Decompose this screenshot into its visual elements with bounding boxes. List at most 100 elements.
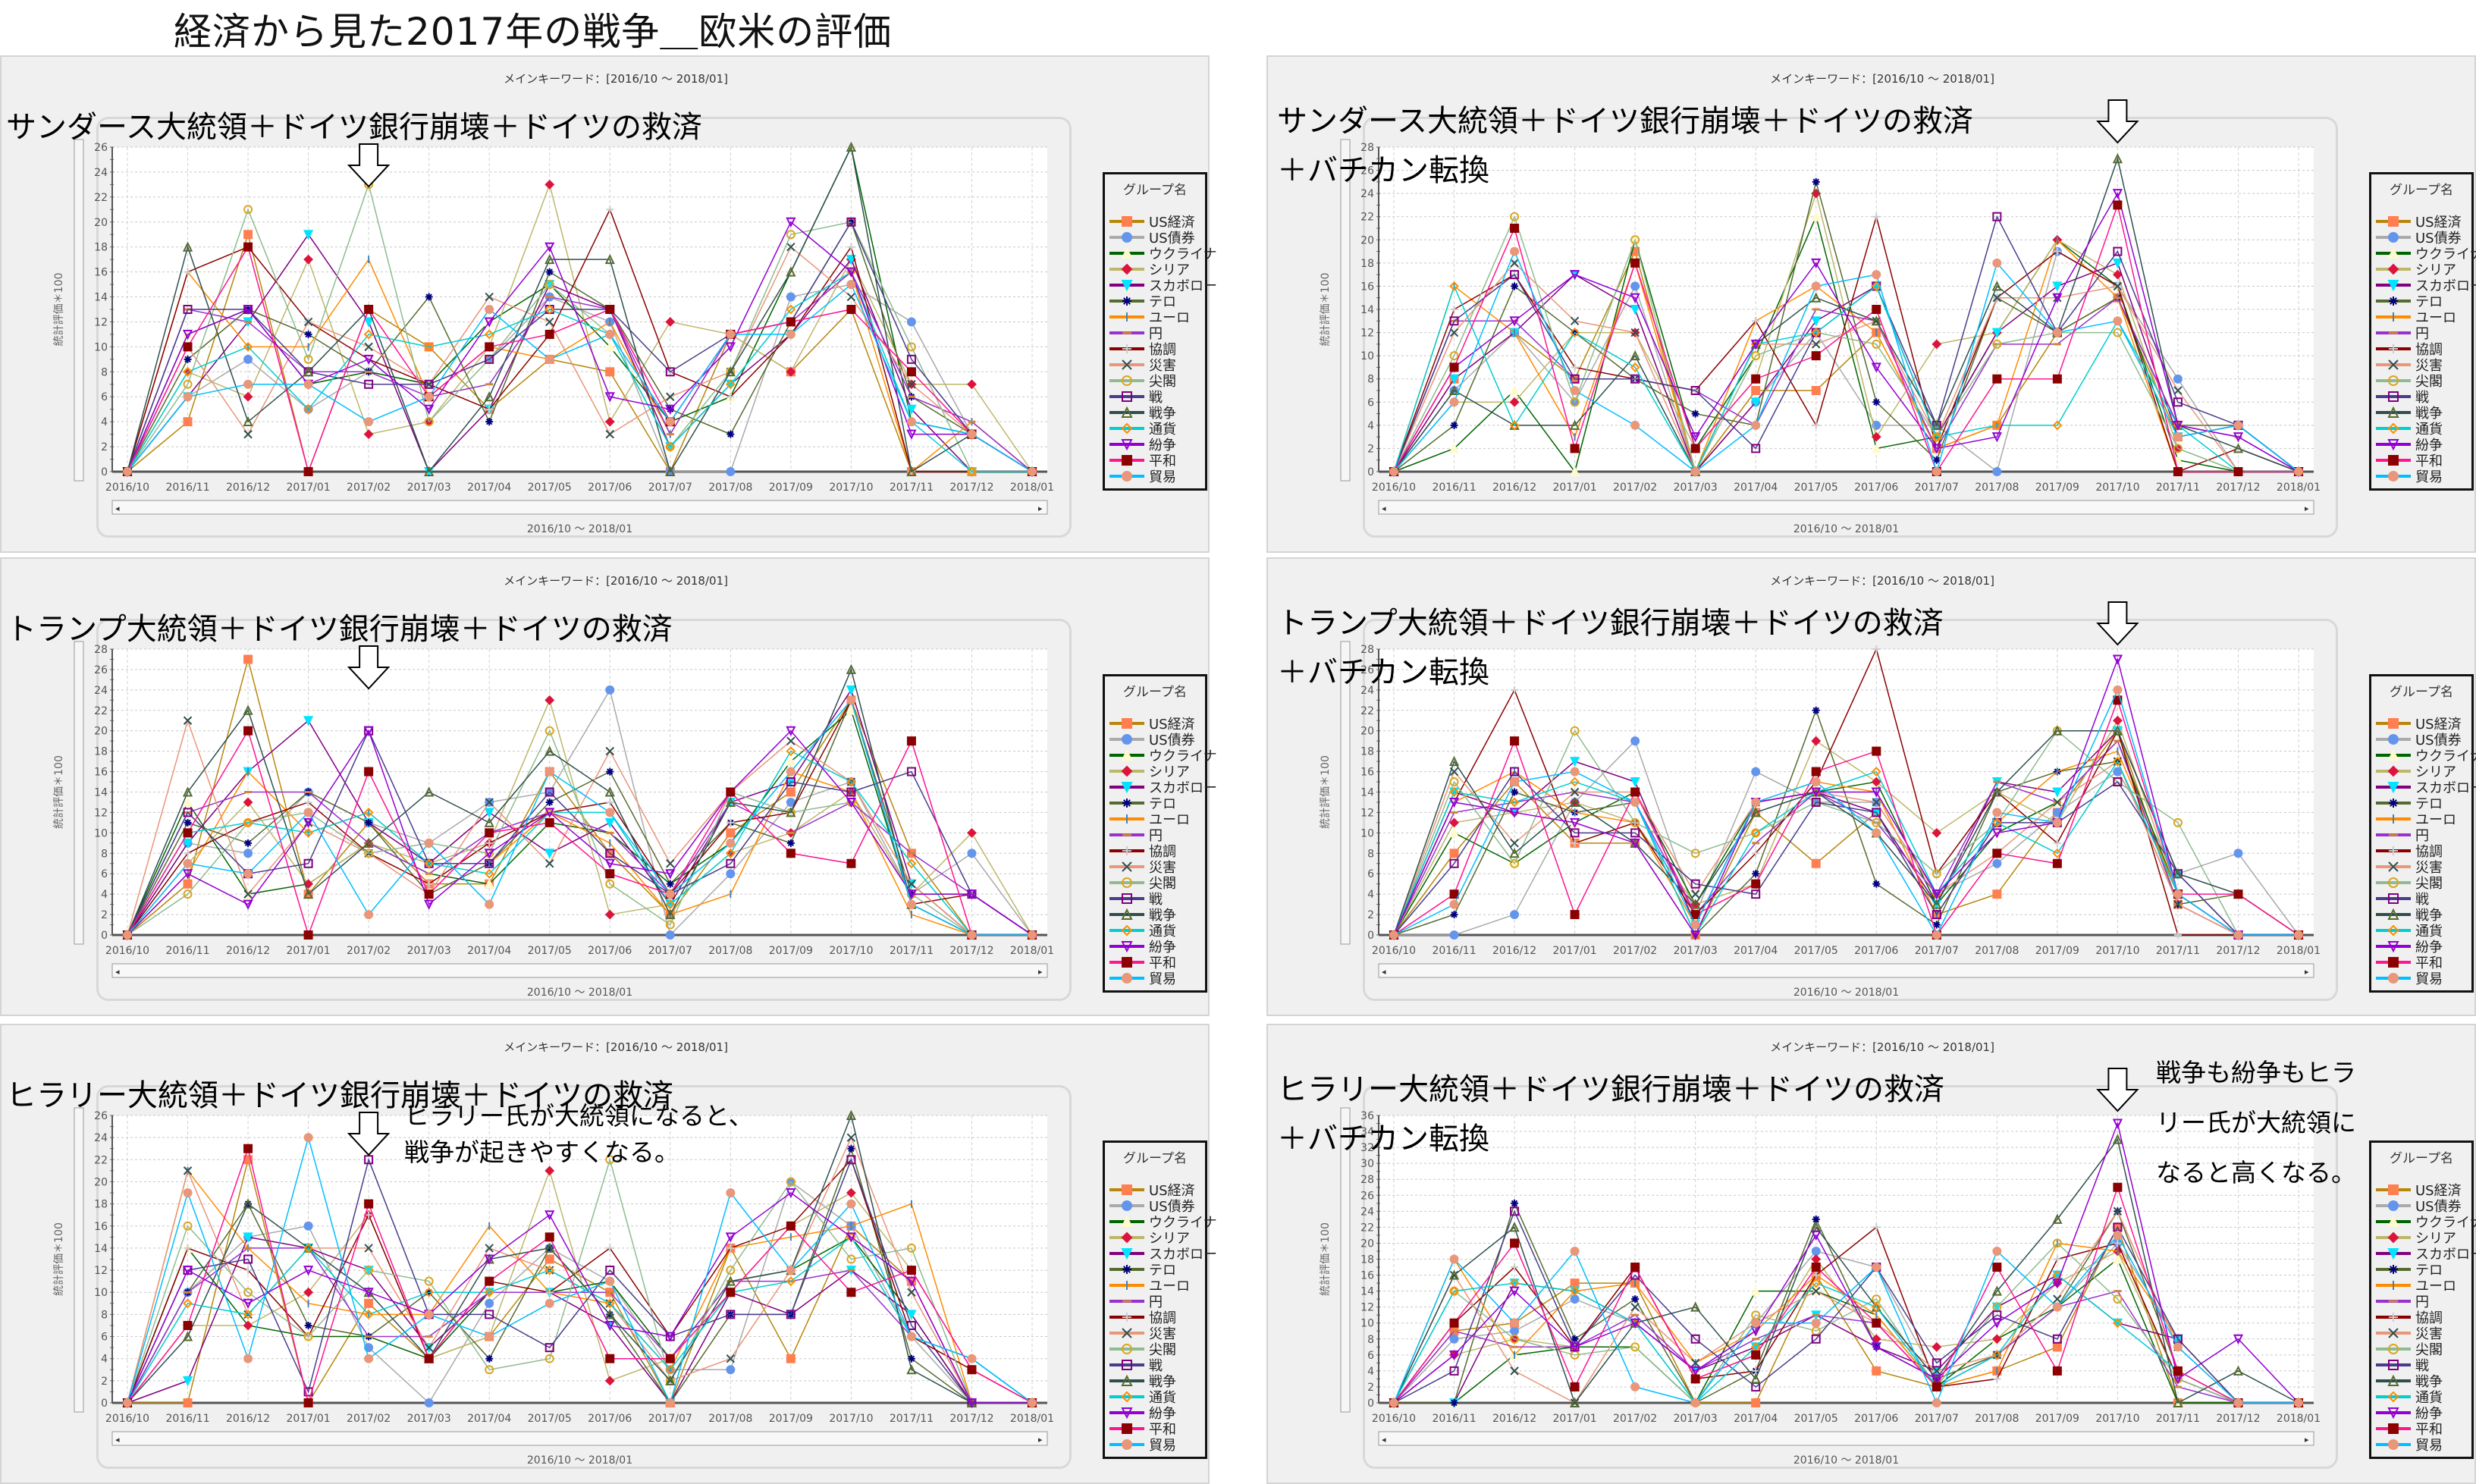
legend-item[interactable]: ユーロ (2374, 811, 2468, 828)
legend-item[interactable]: 貿易 (1108, 1436, 1202, 1454)
legend-item[interactable]: スカボロー (1108, 1245, 1217, 1263)
legend-item[interactable]: US債券 (1108, 229, 1202, 246)
legend-item[interactable]: 通貨 (2374, 1388, 2468, 1406)
legend-item[interactable]: 戦争 (1108, 1373, 1202, 1390)
legend-item[interactable]: ウクライナ (1108, 245, 1217, 262)
legend-item[interactable]: 戦争 (2374, 906, 2468, 924)
legend-item[interactable]: ウクライナ (2374, 245, 2476, 262)
legend-item[interactable]: 円 (1108, 325, 1202, 342)
legend-item[interactable]: スカボロー (1108, 779, 1217, 796)
legend-item[interactable]: 戦 (1108, 388, 1202, 406)
legend-item[interactable]: 平和 (2374, 954, 2468, 971)
legend-item[interactable]: ユーロ (2374, 309, 2468, 326)
legend-item[interactable]: 円 (2374, 1293, 2468, 1310)
legend-item[interactable]: 通貨 (2374, 420, 2468, 438)
legend-item[interactable]: US債券 (2374, 229, 2468, 246)
legend-item[interactable]: US債券 (2374, 731, 2468, 748)
legend-item[interactable]: テロ (1108, 795, 1202, 812)
legend-item[interactable]: 紛争 (1108, 1404, 1202, 1422)
legend-item[interactable]: US債券 (2374, 1197, 2468, 1215)
legend-item[interactable]: スカボロー (2374, 277, 2476, 294)
legend-item[interactable]: 貿易 (1108, 468, 1202, 485)
legend-item[interactable]: ウクライナ (2374, 747, 2476, 764)
legend-item[interactable]: 紛争 (2374, 436, 2468, 453)
legend-item[interactable]: 貿易 (2374, 970, 2468, 987)
legend-item[interactable]: US経済 (2374, 1181, 2468, 1199)
legend-item[interactable]: スカボロー (2374, 1245, 2476, 1263)
legend-item[interactable]: テロ (2374, 1261, 2468, 1278)
legend-item[interactable]: US経済 (1108, 1181, 1202, 1199)
legend-item[interactable]: テロ (2374, 795, 2468, 812)
legend-item[interactable]: ユーロ (1108, 1277, 1202, 1294)
legend-item[interactable]: 紛争 (2374, 1404, 2468, 1422)
legend-item[interactable]: 円 (1108, 1293, 1202, 1310)
legend-item[interactable]: 尖閣 (2374, 874, 2468, 892)
legend-item[interactable]: 通貨 (1108, 420, 1202, 438)
legend-item[interactable]: 戦争 (2374, 1373, 2468, 1390)
legend-item[interactable]: 災害 (2374, 1325, 2468, 1342)
legend-item[interactable]: 尖閣 (1108, 372, 1202, 390)
legend-item[interactable]: 戦 (1108, 890, 1202, 908)
legend-item[interactable]: 災害 (1108, 858, 1202, 876)
legend-item[interactable]: 協調 (1108, 842, 1202, 860)
legend-item[interactable]: テロ (2374, 293, 2468, 310)
legend-item[interactable]: 通貨 (1108, 1388, 1202, 1406)
legend-item[interactable]: 協調 (2374, 1309, 2468, 1326)
legend-item[interactable]: US債券 (1108, 731, 1202, 748)
legend-item[interactable]: 災害 (2374, 858, 2468, 876)
legend-item[interactable]: 尖閣 (2374, 372, 2468, 390)
legend-item[interactable]: シリア (1108, 261, 1202, 278)
legend-item[interactable]: 戦 (2374, 388, 2468, 406)
legend-item[interactable]: 円 (2374, 827, 2468, 844)
legend-item[interactable]: ウクライナ (1108, 1213, 1217, 1231)
legend-item[interactable]: 戦 (2374, 890, 2468, 908)
legend-item[interactable]: 円 (1108, 827, 1202, 844)
legend-item[interactable]: 平和 (2374, 452, 2468, 469)
legend-item[interactable]: 協調 (1108, 340, 1202, 358)
legend-item[interactable]: 協調 (1108, 1309, 1202, 1326)
legend-item[interactable]: 尖閣 (2374, 1341, 2468, 1358)
legend-item[interactable]: 尖閣 (1108, 1341, 1202, 1358)
legend-item[interactable]: 通貨 (2374, 922, 2468, 940)
legend-item[interactable]: 平和 (1108, 1420, 1202, 1438)
legend-item[interactable]: 貿易 (2374, 1436, 2468, 1454)
legend-item[interactable]: ユーロ (1108, 309, 1202, 326)
legend-item[interactable]: ユーロ (1108, 811, 1202, 828)
legend-item[interactable]: 紛争 (1108, 938, 1202, 955)
legend-item[interactable]: US経済 (2374, 213, 2468, 231)
legend-item[interactable]: 戦争 (1108, 404, 1202, 422)
legend-item[interactable]: 協調 (2374, 842, 2468, 860)
legend-item[interactable]: 災害 (2374, 356, 2468, 374)
legend-item[interactable]: 円 (2374, 325, 2468, 342)
legend-item[interactable]: 平和 (1108, 452, 1202, 469)
legend-item[interactable]: 戦 (1108, 1357, 1202, 1374)
legend-item[interactable]: ウクライナ (2374, 1213, 2476, 1231)
legend-item[interactable]: シリア (2374, 763, 2468, 780)
legend-item[interactable]: 貿易 (1108, 970, 1202, 987)
legend-item[interactable]: 貿易 (2374, 468, 2468, 485)
legend-item[interactable]: シリア (2374, 261, 2468, 278)
legend-item[interactable]: シリア (1108, 763, 1202, 780)
legend-item[interactable]: 戦争 (2374, 404, 2468, 422)
legend-item[interactable]: 尖閣 (1108, 874, 1202, 892)
legend-item[interactable]: テロ (1108, 293, 1202, 310)
legend-item[interactable]: ウクライナ (1108, 747, 1217, 764)
legend-item[interactable]: 災害 (1108, 356, 1202, 374)
legend-item[interactable]: 災害 (1108, 1325, 1202, 1342)
legend-item[interactable]: スカボロー (1108, 277, 1217, 294)
legend-item[interactable]: US経済 (1108, 715, 1202, 733)
legend-item[interactable]: ユーロ (2374, 1277, 2468, 1294)
legend-item[interactable]: 協調 (2374, 340, 2468, 358)
legend-item[interactable]: シリア (1108, 1229, 1202, 1247)
legend-item[interactable]: 戦争 (1108, 906, 1202, 924)
legend-item[interactable]: 通貨 (1108, 922, 1202, 940)
legend-item[interactable]: シリア (2374, 1229, 2468, 1247)
legend-item[interactable]: テロ (1108, 1261, 1202, 1278)
legend-item[interactable]: US経済 (2374, 715, 2468, 733)
legend-item[interactable]: 紛争 (2374, 938, 2468, 955)
legend-item[interactable]: 紛争 (1108, 436, 1202, 453)
legend-item[interactable]: US債券 (1108, 1197, 1202, 1215)
legend-item[interactable]: スカボロー (2374, 779, 2476, 796)
legend-item[interactable]: US経済 (1108, 213, 1202, 231)
legend-item[interactable]: 平和 (2374, 1420, 2468, 1438)
